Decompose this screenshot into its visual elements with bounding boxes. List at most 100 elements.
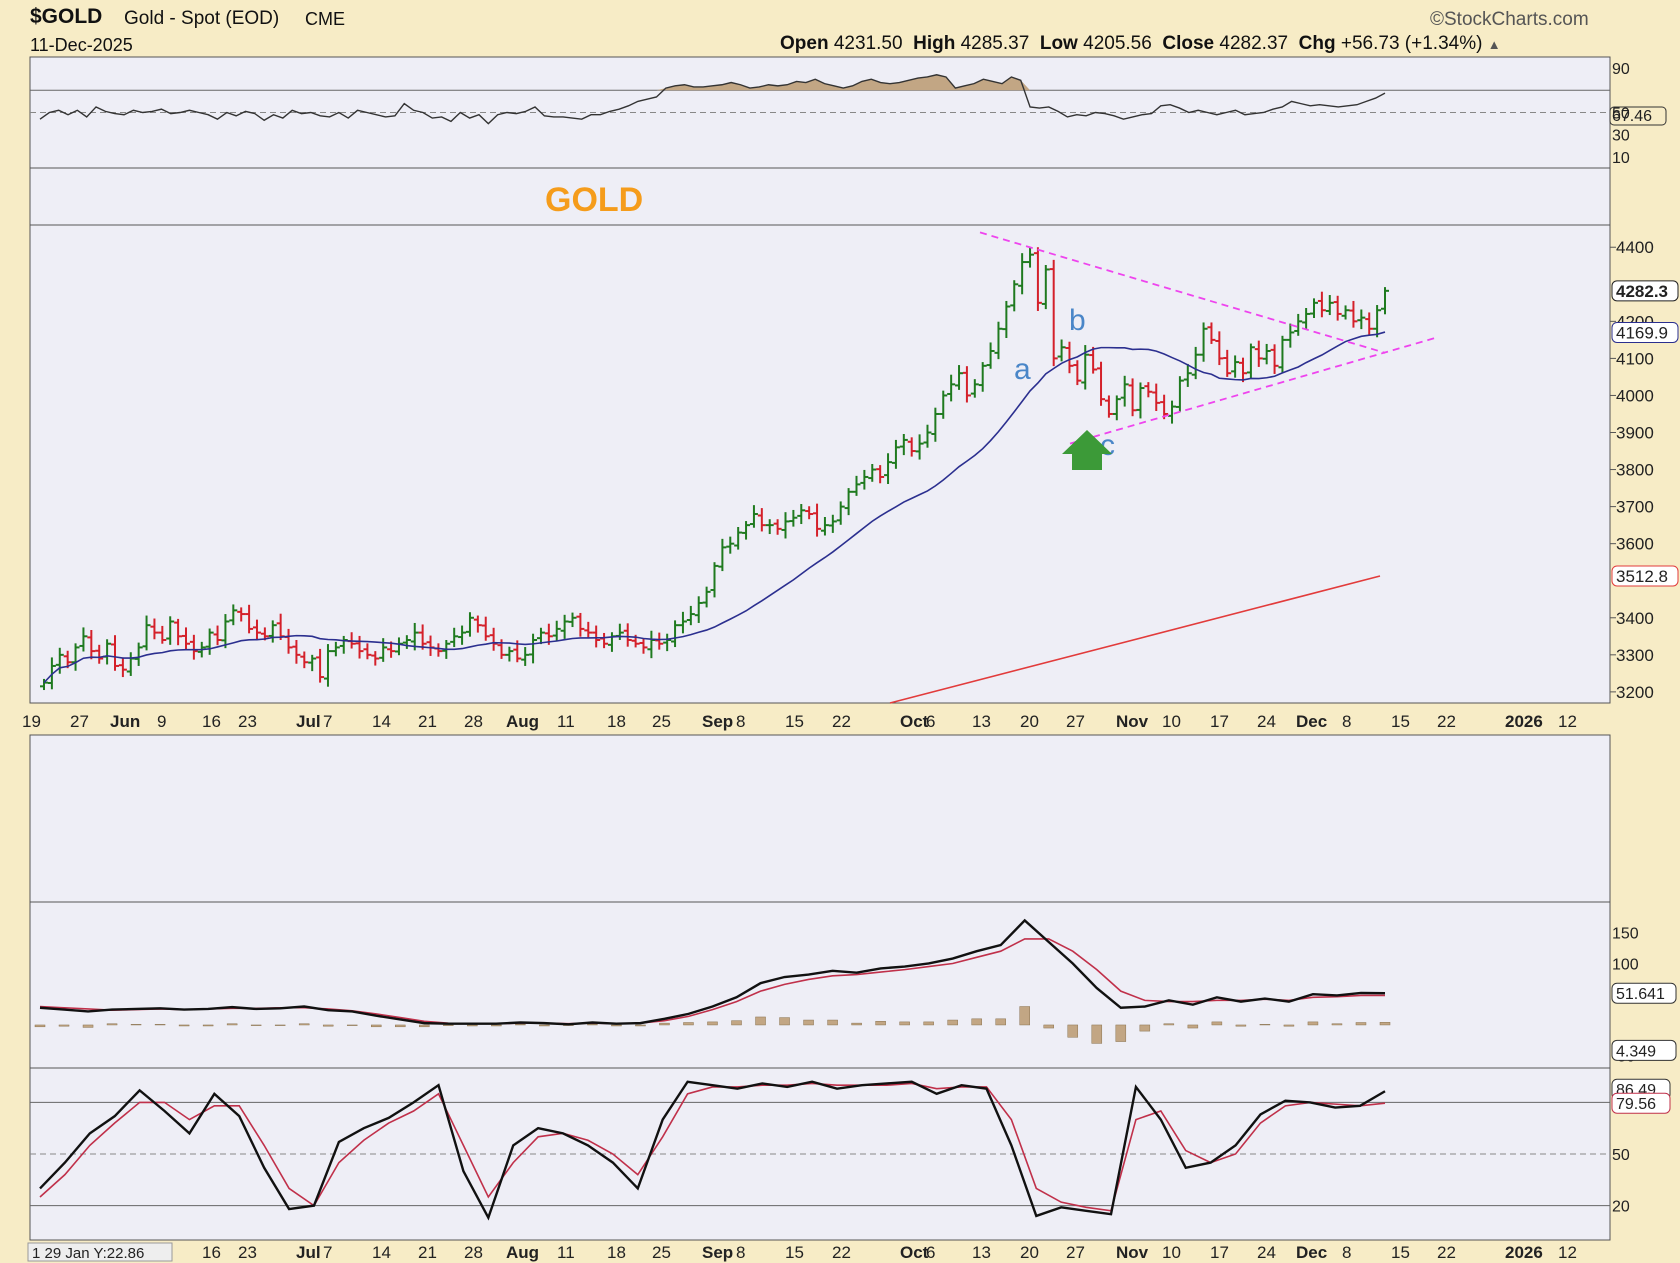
x-tick-label: 14 [372, 712, 391, 731]
macd-histogram-bar [875, 1021, 886, 1026]
bottom-x-tick-label: 6 [926, 1243, 935, 1262]
bottom-x-tick-label: Aug [506, 1243, 539, 1262]
x-tick-label: 27 [70, 712, 89, 731]
wave-label-a: a [1014, 353, 1031, 386]
macd-histogram-bar [1379, 1022, 1391, 1026]
price-tick-label: 3200 [1616, 683, 1654, 702]
high-value: 4285.37 [960, 33, 1030, 54]
macd-histogram-bar [947, 1019, 958, 1026]
macd-value-tag: 4.349 [1616, 1043, 1656, 1060]
chg-value: +56.73 (+1.34%) [1340, 33, 1483, 54]
x-tick-label: 28 [464, 712, 483, 731]
macd-histogram-bar [1355, 1022, 1367, 1026]
bottom-x-tick-label: Jul [296, 1243, 321, 1262]
stoch-value-tag: 79.56 [1616, 1096, 1656, 1113]
price-tick-label: 3600 [1616, 535, 1654, 554]
bottom-x-tick-label: 14 [372, 1243, 391, 1262]
instrument-name: Gold - Spot (EOD) [124, 8, 280, 29]
macd-histogram-bar [82, 1024, 94, 1028]
macd-histogram-bar [178, 1024, 190, 1027]
macd-value-tag: 51.641 [1616, 986, 1665, 1003]
bottom-x-tick-label: 8 [736, 1243, 745, 1262]
macd-panel [29, 901, 1611, 1069]
macd-histogram-bar [899, 1021, 910, 1026]
x-tick-label: 6 [926, 712, 935, 731]
bottom-x-tick-label: 23 [238, 1243, 257, 1262]
stoch-k-line [39, 1080, 1386, 1221]
triangle-upper-line [979, 231, 1386, 354]
macd-histogram-bar [250, 1024, 262, 1026]
bottom-x-tick-label: 17 [1210, 1243, 1229, 1262]
x-tick-label: Sep [702, 712, 733, 731]
x-tick-label: Dec [1296, 712, 1327, 731]
cursor-readout: 1 29 Jan Y:22.86 [32, 1245, 144, 1262]
macd-histogram-bar [683, 1022, 694, 1026]
macd-histogram-bar [1283, 1024, 1295, 1027]
macd-histogram-bar [971, 1018, 982, 1026]
symbol: $GOLD [30, 5, 103, 28]
bottom-x-tick-label: 11 [557, 1243, 575, 1262]
price-tag-box [1611, 321, 1679, 343]
x-tick-label: 15 [1391, 712, 1410, 731]
rsi-tick-label: 50 [1612, 106, 1630, 123]
bottom-x-tick-label: Sep [702, 1243, 733, 1262]
macd-histogram-bar [923, 1021, 934, 1026]
bottom-x-tick-label: 28 [464, 1243, 483, 1262]
macd-histogram-bar [491, 1024, 502, 1027]
price-tag-label: 3512.8 [1616, 567, 1668, 586]
stoch-d-line [39, 1082, 1386, 1212]
macd-histogram-bar [1139, 1024, 1151, 1032]
macd-histogram-bar [539, 1024, 550, 1027]
macd-histogram-bar [803, 1019, 814, 1026]
x-tick-label: Aug [506, 712, 539, 731]
bottom-x-tick-label: Oct [900, 1243, 929, 1262]
macd-histogram-bar [755, 1016, 766, 1026]
x-tick-label: Nov [1116, 712, 1149, 731]
x-tick-label: 2026 [1505, 712, 1543, 731]
bottom-x-tick-label: 13 [972, 1243, 991, 1262]
title-band [29, 167, 1611, 226]
x-tick-label: 17 [1210, 712, 1229, 731]
bottom-x-tick-label: 24 [1257, 1243, 1276, 1262]
rsi-overbought-fill [40, 74, 1385, 91]
macd-histogram-bar [346, 1024, 358, 1026]
x-tick-label: Jun [110, 712, 140, 731]
macd-histogram-bar [1235, 1024, 1247, 1027]
x-tick-label: 18 [607, 712, 626, 731]
macd-histogram-bar [467, 1024, 478, 1027]
brand[interactable]: ©StockCharts.com [1430, 9, 1589, 30]
macd-histogram-bar [322, 1024, 334, 1027]
low-value: 4205.56 [1083, 33, 1152, 54]
x-tick-label: 25 [652, 712, 671, 731]
macd-histogram-bar [995, 1018, 1006, 1026]
macd-histogram-bar [1115, 1024, 1127, 1042]
bottom-x-tick-label: 16 [202, 1243, 221, 1262]
macd-histogram-bar [707, 1021, 718, 1026]
x-tick-label: 8 [1342, 712, 1351, 731]
price-tick-label: 3400 [1616, 609, 1654, 628]
macd-histogram-bar [58, 1024, 70, 1027]
x-tick-label: 9 [157, 712, 166, 731]
x-tick-label: 23 [238, 712, 257, 731]
ma50-line [43, 331, 1386, 684]
close-label: Close [1162, 33, 1215, 54]
rsi-tick-label: 90 [1612, 61, 1630, 78]
macd-histogram-bar [731, 1020, 742, 1026]
stoch-tick-label: 50 [1612, 1147, 1630, 1164]
price-tick-label: 4400 [1616, 238, 1654, 257]
readout-box [27, 1242, 173, 1262]
macd-histogram-bar [274, 1024, 286, 1026]
close-value: 4282.37 [1219, 33, 1289, 54]
price-tick-label: 4000 [1616, 386, 1654, 405]
price-panel [29, 224, 1611, 704]
x-tick-label: 13 [972, 712, 991, 731]
up-arrow-icon: ▲ [1487, 37, 1501, 52]
bottom-x-tick-label: 25 [652, 1243, 671, 1262]
rsi-value-tag: 67.46 [1612, 108, 1652, 125]
macd-histogram-bar [515, 1024, 526, 1026]
macd-histogram-bar [154, 1024, 166, 1026]
macd-histogram-bar [371, 1024, 382, 1028]
bottom-x-tick-label: 7 [323, 1243, 332, 1262]
ohlc-quote: Open 4231.50 High 4285.37 Low 4205.56 Cl… [780, 33, 1501, 55]
macd-histogram-bar [130, 1024, 142, 1026]
